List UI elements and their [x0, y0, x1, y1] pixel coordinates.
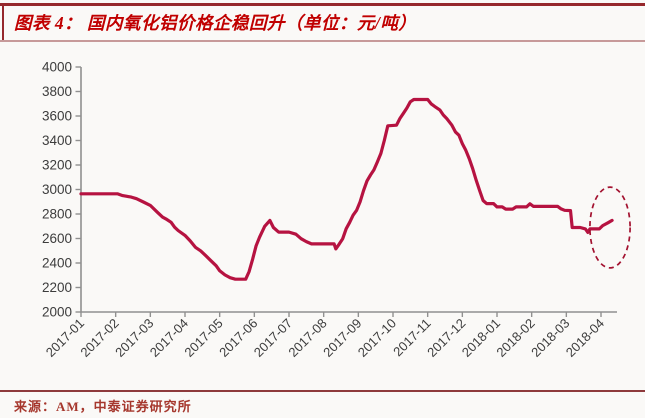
axis-frame: [80, 67, 617, 313]
y-axis-tick-label: 2000: [42, 305, 72, 320]
figure-title: 图表 4： 国内氧化铝价格企稳回升（单位：元/吨）: [14, 13, 417, 33]
source-note: 来源：AM，中泰证券研究所: [14, 399, 192, 414]
y-axis-tick-label: 3000: [42, 182, 72, 197]
x-axis-tick-label: 2018-04: [563, 316, 607, 360]
left-border-rule: [2, 3, 4, 41]
y-axis-tick-label: 3600: [42, 109, 72, 124]
y-axis-tick-label: 4000: [42, 60, 72, 75]
y-axis-tick-label: 2200: [42, 280, 72, 295]
x-axis-tick-label: 2017-10: [355, 316, 399, 360]
y-axis-tick-label: 3200: [42, 158, 72, 173]
y-axis-tick-label: 2400: [42, 256, 72, 271]
title-divider-rule: [0, 40, 645, 42]
footer-divider-rule: [0, 390, 645, 392]
price-line: [79, 97, 614, 281]
y-axis-tick-label: 3800: [42, 84, 72, 99]
y-axis-tick-label: 3400: [42, 133, 72, 148]
y-axis-tick-label: 2800: [42, 207, 72, 222]
y-axis-tick-label: 2600: [42, 231, 72, 246]
top-border-rule: [0, 3, 645, 6]
highlight-ellipse: [589, 186, 631, 269]
